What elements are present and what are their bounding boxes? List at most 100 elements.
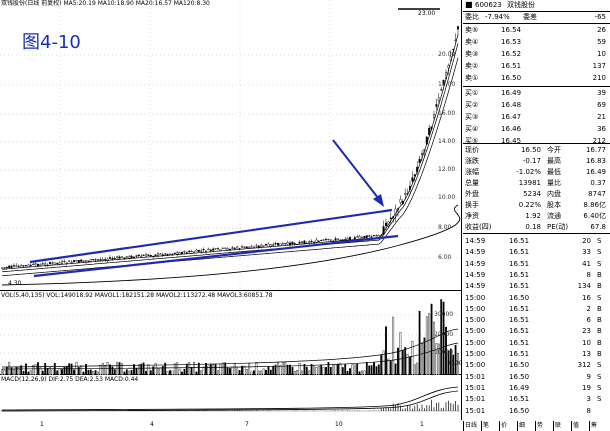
stat-value: 1.92 bbox=[525, 212, 541, 220]
stock-header[interactable]: ■ 600623 双钱股份 bbox=[465, 0, 535, 9]
volume-bar bbox=[277, 362, 279, 375]
candle-body bbox=[428, 127, 431, 136]
stat-label: 量比 bbox=[547, 179, 561, 187]
stat-value: 16.50 bbox=[520, 146, 541, 154]
view-tabs: 日线笔价细势联值筹 bbox=[463, 421, 610, 431]
buys-volume: 36 bbox=[597, 125, 606, 133]
tab-7[interactable]: 筹 bbox=[589, 421, 608, 431]
candle-body bbox=[358, 236, 361, 239]
stat-value: 16.83 bbox=[585, 157, 606, 165]
volume-bar bbox=[435, 343, 438, 375]
tab-6[interactable]: 值 bbox=[571, 421, 590, 431]
sells-level-label: 卖① bbox=[465, 74, 479, 82]
volume-bar bbox=[377, 364, 380, 375]
tab-0[interactable]: 日线 bbox=[463, 421, 482, 431]
volume-bar bbox=[250, 371, 253, 375]
volume-bar bbox=[404, 347, 407, 375]
candle-body bbox=[322, 239, 325, 241]
candle-body bbox=[53, 262, 56, 265]
candle-body bbox=[440, 89, 443, 91]
volume-bar bbox=[99, 364, 102, 375]
candle-body bbox=[257, 245, 260, 248]
volume-bar bbox=[375, 366, 378, 375]
tab-1[interactable]: 笔 bbox=[481, 421, 500, 431]
candle-body bbox=[113, 257, 116, 259]
volume-bar bbox=[190, 366, 193, 375]
tick-volume: 2 bbox=[586, 304, 591, 313]
channel-upper-line bbox=[29, 208, 393, 264]
candle-body bbox=[421, 153, 424, 155]
date-tick-label: 1 bbox=[40, 421, 44, 428]
candle-body bbox=[176, 252, 179, 255]
candle-body bbox=[325, 239, 328, 241]
tab-2[interactable]: 价 bbox=[499, 421, 518, 431]
candle-body bbox=[442, 79, 445, 85]
candle-body bbox=[72, 260, 75, 262]
tab-4[interactable]: 势 bbox=[535, 421, 554, 431]
candle-body bbox=[293, 242, 296, 245]
volume-bar bbox=[413, 364, 416, 375]
tab-5[interactable]: 联 bbox=[553, 421, 572, 431]
volume-bar bbox=[365, 361, 368, 375]
buys-level-label: 买② bbox=[465, 101, 479, 109]
volume-bar bbox=[351, 364, 354, 375]
volume-bar bbox=[92, 371, 95, 375]
volume-bar bbox=[401, 350, 404, 375]
candle-body bbox=[277, 242, 280, 246]
stat-row: 净资 1.92 流通 6.40亿 bbox=[463, 211, 610, 221]
volume-bar bbox=[406, 354, 409, 375]
volume-chart-pane[interactable]: VOL(5,40,135) VOL:149018.92 MAVOL1:18215… bbox=[0, 291, 463, 375]
candle-body bbox=[298, 241, 301, 244]
stat-value: 5234 bbox=[523, 190, 541, 198]
volume-bar bbox=[303, 364, 306, 375]
candle-body bbox=[344, 238, 347, 240]
tick-price: 16.51 bbox=[509, 350, 530, 358]
candle-body bbox=[255, 245, 258, 247]
candle-body bbox=[22, 265, 25, 267]
volume-bar bbox=[233, 362, 236, 375]
volume-bar bbox=[248, 363, 251, 375]
tick-side-flag: S bbox=[597, 383, 602, 392]
buys-order-row: 买① 16.49 39 bbox=[463, 88, 610, 98]
candle-body bbox=[202, 249, 205, 251]
candle-body bbox=[231, 247, 234, 249]
macd-chart-pane[interactable]: MACD(12,26,9) DIF:2.75 DEA:2.53 MACD:0.4… bbox=[0, 375, 462, 420]
volume-legend: VOL(5,40,135) VOL:149018.92 MAVOL1:18215… bbox=[1, 292, 273, 299]
volume-bar bbox=[22, 370, 25, 375]
stat-label: 收益(四) bbox=[465, 223, 492, 231]
candle-body bbox=[346, 238, 349, 241]
volume-bar bbox=[457, 352, 459, 375]
low-price-label: 4.30 bbox=[8, 280, 22, 287]
candle-body bbox=[435, 104, 438, 107]
tick-row: 14:59 16.51 33 S bbox=[463, 247, 610, 257]
tick-volume: 16 bbox=[582, 293, 591, 302]
candle-body bbox=[197, 249, 200, 252]
volume-bar bbox=[411, 341, 414, 375]
volume-bar bbox=[152, 366, 155, 375]
candle-body bbox=[437, 97, 440, 101]
price-candles bbox=[0, 0, 462, 291]
candle-body bbox=[245, 246, 248, 249]
volume-bar bbox=[255, 362, 258, 375]
candle-body bbox=[281, 243, 284, 245]
price-tick-label: 12.00 bbox=[438, 166, 456, 173]
volume-bar bbox=[224, 362, 227, 375]
date-tick-label: 7 bbox=[245, 421, 249, 428]
candle-body bbox=[457, 26, 460, 30]
macd-lines bbox=[0, 386, 462, 412]
volume-bar bbox=[53, 362, 56, 375]
tick-price: 16.50 bbox=[509, 406, 530, 415]
tick-time: 15:00 bbox=[465, 327, 486, 336]
tick-volume: 10 bbox=[582, 338, 591, 347]
candle-body bbox=[84, 260, 87, 262]
volume-tick-label: 20000 bbox=[434, 331, 454, 338]
candle-body bbox=[385, 222, 388, 226]
candle-body bbox=[125, 256, 128, 258]
volume-bar bbox=[416, 362, 419, 375]
kline-chart-pane[interactable]: 双钱股份(日线 前复权) MA5:20.19 MA10:18.90 MA20:1… bbox=[0, 0, 462, 291]
tab-3[interactable]: 细 bbox=[517, 421, 536, 431]
stat-value: 13981 bbox=[518, 179, 541, 187]
candle-body bbox=[80, 259, 83, 262]
volume-bar bbox=[329, 367, 332, 375]
figure-tag: 图4-10 bbox=[22, 32, 81, 53]
